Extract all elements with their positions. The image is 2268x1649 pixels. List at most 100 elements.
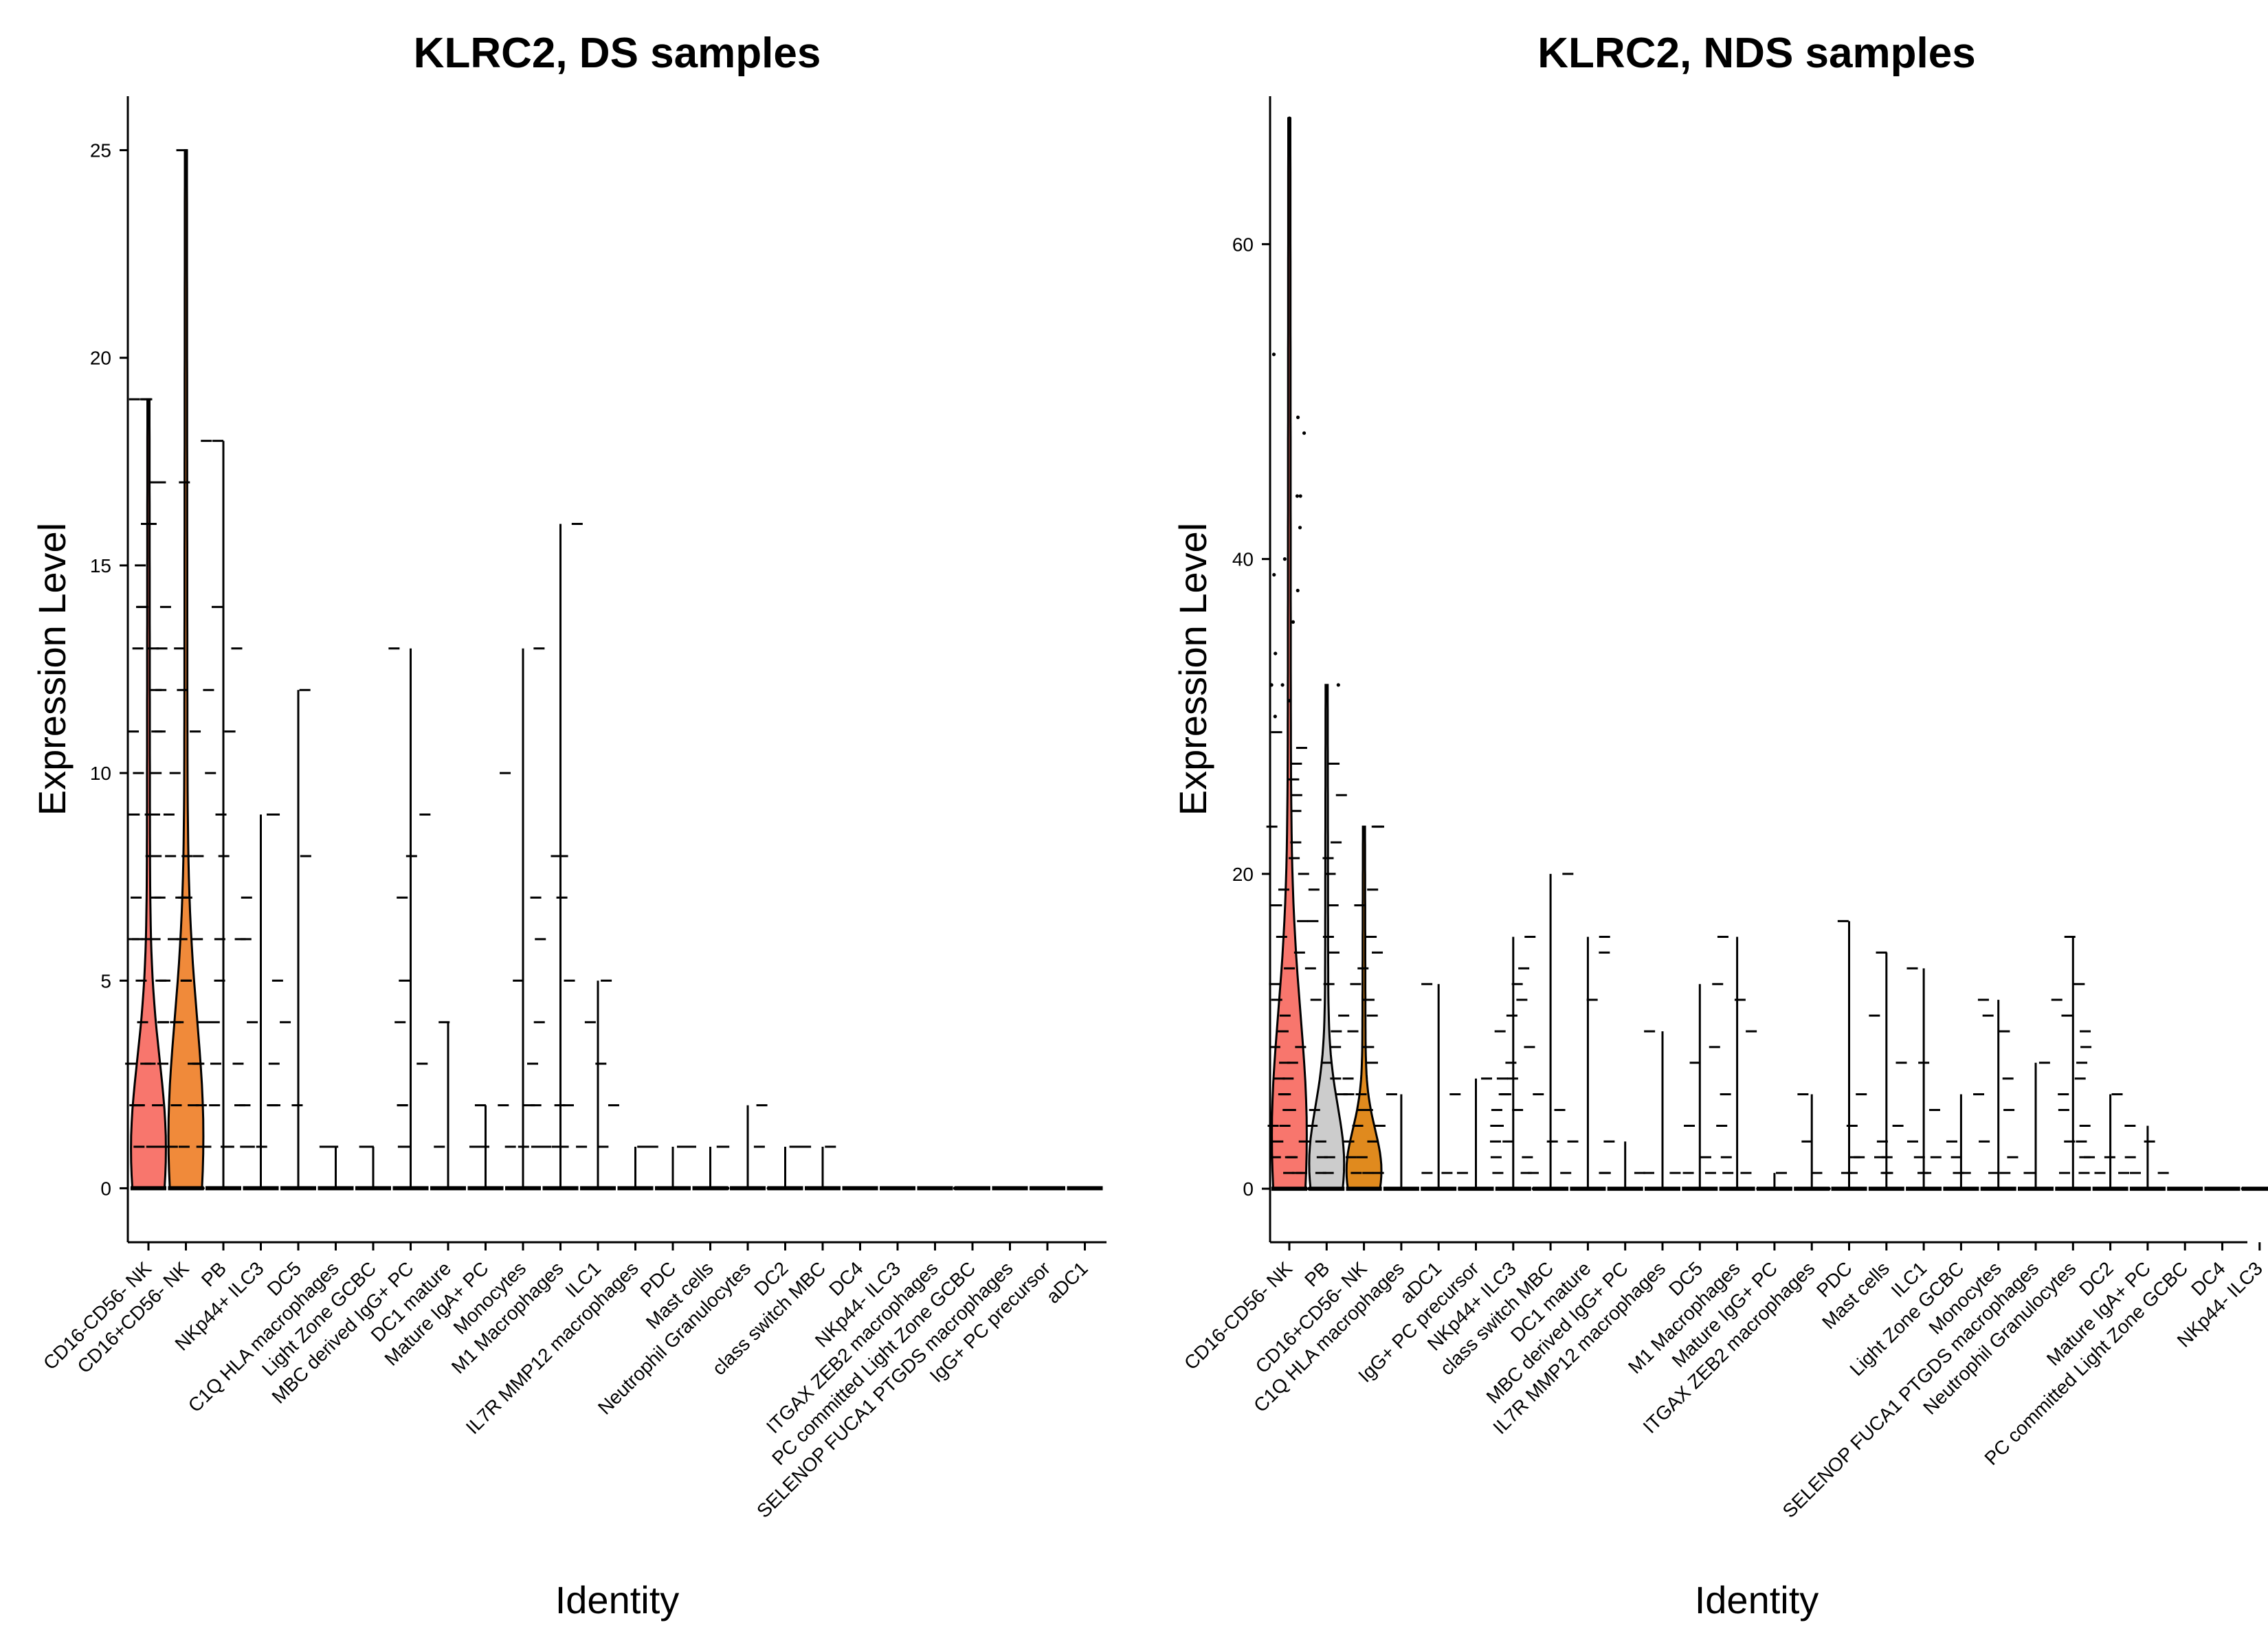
data-point: [459, 1186, 463, 1191]
data-point: [1269, 683, 1274, 687]
data-point: [1724, 1187, 1728, 1191]
data-point: [2214, 1187, 2219, 1191]
data-point: [905, 1186, 909, 1191]
data-point: [1276, 1187, 1280, 1191]
data-point: [1548, 1187, 1552, 1191]
data-point: [1304, 1187, 1308, 1191]
data-point: [1408, 1187, 1412, 1191]
data-point: [1287, 699, 1291, 703]
chart-title: KLRC2, NDS samples: [1537, 30, 1975, 77]
category-pb: PB: [1300, 683, 1350, 1291]
data-point: [229, 1186, 233, 1191]
y-tick-label: 0: [1243, 1178, 1254, 1200]
data-point: [1296, 415, 1300, 420]
panel-ds-samples: KLRC2, DS samples 0 5 10 15 20 25 Expression Le…: [30, 30, 1107, 1622]
y-tick-label: 5: [100, 970, 111, 991]
data-point: [1599, 1187, 1603, 1191]
category-pb: PB: [197, 440, 246, 1291]
violin-shape: [1345, 825, 1383, 1190]
data-point: [870, 1186, 875, 1191]
category-adc1: aDC1: [1042, 1186, 1103, 1308]
data-point: [825, 1186, 830, 1191]
data-point: [2055, 1187, 2059, 1191]
data-point: [1448, 1187, 1452, 1191]
data-point: [2205, 1187, 2209, 1191]
data-point: [1994, 1187, 1999, 1191]
data-point: [256, 1186, 260, 1191]
data-point: [1502, 1187, 1507, 1191]
data-point: [545, 1186, 549, 1191]
data-point: [735, 1186, 740, 1191]
data-point: [775, 1186, 779, 1191]
data-point: [210, 1186, 214, 1191]
data-point: [146, 1186, 151, 1191]
data-point: [1935, 1187, 1939, 1191]
data-point: [1070, 1186, 1074, 1191]
data-point: [400, 1186, 404, 1191]
data-point: [635, 1186, 640, 1191]
data-point: [1295, 494, 1300, 498]
data-point: [1336, 683, 1340, 687]
data-point: [2173, 1187, 2177, 1191]
data-point: [680, 1186, 685, 1191]
data-point: [1313, 1187, 1318, 1191]
data-point: [1854, 1187, 1858, 1191]
data-point: [1302, 431, 1307, 435]
data-point: [1661, 1187, 1666, 1191]
y-tick-label: 20: [90, 348, 111, 369]
data-point: [1756, 1187, 1760, 1191]
category-pdc: PDC: [1812, 920, 1867, 1301]
data-point: [1049, 1186, 1053, 1191]
data-point: [1653, 1187, 1658, 1191]
category-ilc1: ILC1: [1887, 967, 1942, 1301]
data-point: [156, 1186, 160, 1191]
y-tick-label: 10: [90, 763, 111, 784]
data-point: [2047, 1187, 2052, 1191]
data-point: [711, 1186, 715, 1191]
data-point: [970, 1186, 975, 1191]
data-point: [1965, 1187, 1969, 1191]
data-point: [153, 1186, 157, 1191]
data-point: [1079, 1186, 1083, 1191]
data-point: [491, 1186, 495, 1191]
data-point: [1692, 1187, 1696, 1191]
data-point: [1836, 1187, 1841, 1191]
data-point: [645, 1186, 650, 1191]
data-point: [324, 1186, 328, 1191]
data-point: [2142, 1187, 2146, 1191]
data-point: [1917, 1187, 1922, 1191]
data-point: [2025, 1187, 2030, 1191]
data-point: [1809, 1187, 1813, 1191]
data-point: [2079, 1187, 2083, 1191]
data-point: [1377, 1187, 1381, 1191]
data-point: [1307, 1187, 1311, 1191]
data-point: [445, 1186, 449, 1191]
data-point: [454, 1186, 458, 1191]
data-point: [207, 1186, 211, 1191]
data-point: [1271, 352, 1276, 357]
data-point: [1980, 1187, 1985, 1191]
data-point: [726, 1186, 730, 1191]
data-point: [1272, 572, 1276, 577]
data-point: [1403, 1187, 1408, 1191]
x-axis-title: Identity: [1695, 1578, 1819, 1622]
data-point: [806, 1186, 810, 1191]
data-point: [590, 1186, 594, 1191]
data-point: [1869, 1187, 1874, 1191]
data-point: [1282, 557, 1287, 561]
data-point: [1647, 1187, 1651, 1191]
y-axis-title: Expression Level: [30, 523, 74, 816]
data-point: [1291, 620, 1296, 624]
data-point: [130, 1186, 135, 1191]
data-point: [2241, 1187, 2245, 1191]
data-point: [520, 1186, 524, 1191]
data-point: [355, 1186, 359, 1191]
data-point: [1287, 116, 1291, 120]
category-dc5: DC5: [263, 688, 316, 1300]
x-axis-title: Identity: [555, 1578, 680, 1622]
data-point: [766, 1186, 770, 1191]
data-point: [2111, 1187, 2115, 1191]
data-point: [1000, 1186, 1004, 1191]
data-point: [2115, 1187, 2120, 1191]
data-point: [1886, 1187, 1890, 1191]
